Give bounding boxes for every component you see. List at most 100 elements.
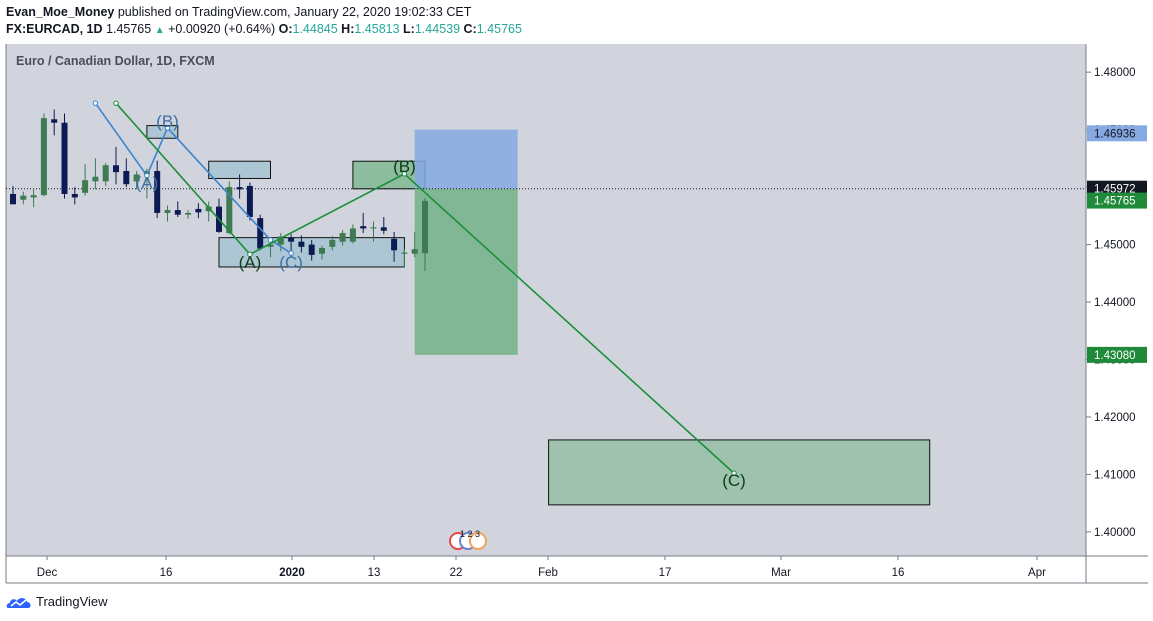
low-value: 1.44539 bbox=[414, 22, 461, 36]
x-tick-label: 2020 bbox=[279, 567, 305, 579]
candle-body bbox=[123, 170, 130, 185]
stop-loss-zone bbox=[414, 129, 518, 189]
candle-body bbox=[380, 227, 387, 231]
candle-body bbox=[411, 249, 418, 254]
profit-target-zone bbox=[414, 188, 518, 355]
event-badges bbox=[449, 532, 487, 550]
candle-body bbox=[133, 174, 140, 182]
candle-body bbox=[154, 170, 161, 213]
footer-brand[interactable]: TradingView bbox=[6, 594, 108, 609]
blue-wave-point bbox=[144, 172, 150, 179]
candle-body bbox=[40, 118, 47, 196]
candle-body bbox=[102, 165, 109, 182]
y-tick-label: 1.45000 bbox=[1094, 240, 1136, 252]
candle-body bbox=[174, 210, 181, 215]
blue-wave-label: (B) bbox=[156, 112, 179, 131]
blue-wave-label: (A) bbox=[136, 173, 159, 192]
candle-body bbox=[360, 226, 367, 229]
candle-body bbox=[401, 252, 408, 254]
candle-body bbox=[30, 195, 37, 198]
symbol-name: FX:EURCAD, 1D bbox=[6, 22, 103, 36]
y-tick-label: 1.41000 bbox=[1094, 469, 1136, 481]
price-change: +0.00920 (+0.64%) bbox=[168, 22, 276, 36]
x-tick-label: Apr bbox=[1028, 567, 1046, 579]
x-tick-label: Feb bbox=[538, 567, 558, 579]
chart-title: Euro / Canadian Dollar, 1D, FXCM bbox=[16, 54, 215, 68]
blue-wave-point bbox=[267, 237, 274, 243]
open-label: O: bbox=[278, 22, 293, 36]
up-arrow-icon: ▲ bbox=[154, 25, 165, 36]
event-badge-label: 1 2 3 bbox=[460, 529, 480, 539]
wave-b-zone bbox=[352, 160, 426, 190]
last-price: 1.45765 bbox=[106, 22, 152, 36]
candle-body bbox=[422, 200, 428, 254]
x-tick-label: Dec bbox=[37, 567, 58, 579]
price-tag-label: 1.46936 bbox=[1094, 128, 1136, 140]
candle-body bbox=[71, 193, 78, 198]
candle-body bbox=[92, 176, 99, 182]
publish-line: Evan_Moe_Money published on TradingView.… bbox=[6, 5, 471, 19]
x-tick-label: 13 bbox=[368, 567, 381, 579]
open-value: 1.44845 bbox=[292, 22, 338, 36]
candle-body bbox=[257, 218, 264, 249]
candle-body bbox=[298, 241, 305, 247]
price-tag-label: 1.43080 bbox=[1094, 350, 1136, 362]
blue-wave-point bbox=[92, 100, 99, 106]
high-label: H: bbox=[341, 22, 355, 36]
candle-body bbox=[143, 170, 150, 175]
candle-body bbox=[246, 185, 253, 217]
footer-brand-label: TradingView bbox=[36, 594, 108, 609]
x-tick-label: 16 bbox=[160, 567, 173, 579]
high-value: 1.45813 bbox=[354, 22, 400, 36]
event-flag-icon bbox=[469, 532, 487, 550]
symbol-line: FX:EURCAD, 1D 1.45765 ▲ +0.00920 (+0.64%… bbox=[6, 22, 522, 36]
green-wave-point bbox=[401, 171, 408, 177]
green-wave-point bbox=[731, 470, 737, 476]
close-label: C: bbox=[463, 22, 477, 36]
publish-info: published on TradingView.com, January 22… bbox=[117, 5, 472, 19]
y-tick-label: 1.48000 bbox=[1094, 67, 1136, 79]
candle-body bbox=[236, 187, 243, 190]
x-tick-label: 16 bbox=[892, 567, 905, 579]
green-wave-label: (A) bbox=[239, 253, 262, 272]
x-tick-label: 17 bbox=[659, 567, 672, 579]
candle-body bbox=[113, 165, 119, 173]
candle-body bbox=[61, 122, 68, 194]
candle-body bbox=[349, 228, 356, 242]
y-tick-label: 1.44000 bbox=[1094, 297, 1136, 309]
candle-body bbox=[370, 227, 377, 229]
candle-body bbox=[339, 233, 346, 242]
green-wave-point bbox=[247, 251, 253, 258]
candle-body bbox=[391, 238, 398, 251]
green-wave-line bbox=[115, 102, 735, 474]
candle-body bbox=[164, 210, 171, 213]
candle-body bbox=[195, 208, 202, 213]
tradingview-cloud-icon bbox=[6, 597, 31, 608]
candle-body bbox=[277, 236, 284, 245]
y-tick-label: 1.42000 bbox=[1094, 412, 1136, 424]
price-tag bbox=[1087, 192, 1147, 209]
candle-body bbox=[267, 244, 274, 247]
candle-body bbox=[185, 212, 192, 215]
x-tick-label: Mar bbox=[771, 567, 791, 579]
candle-body bbox=[10, 193, 16, 205]
price-tag bbox=[1087, 125, 1147, 142]
candle-body bbox=[82, 180, 89, 193]
author-name[interactable]: Evan_Moe_Money bbox=[6, 5, 115, 19]
low-label: L: bbox=[403, 22, 415, 36]
price-tag bbox=[1087, 346, 1147, 363]
candle-body bbox=[329, 239, 336, 247]
blue-wave-label: (C) bbox=[279, 253, 303, 272]
candle-body bbox=[288, 237, 295, 242]
y-tick-label: 1.40000 bbox=[1094, 527, 1136, 539]
candle-body bbox=[308, 244, 315, 255]
candle-body bbox=[319, 247, 325, 254]
close-value: 1.45765 bbox=[476, 22, 522, 36]
blue-wave-point bbox=[164, 125, 171, 131]
blue-wave-point bbox=[288, 250, 294, 256]
final-target-box bbox=[548, 439, 931, 506]
green-wave-point bbox=[113, 100, 119, 106]
x-tick-label: 22 bbox=[450, 567, 463, 579]
candle-body bbox=[226, 187, 233, 234]
